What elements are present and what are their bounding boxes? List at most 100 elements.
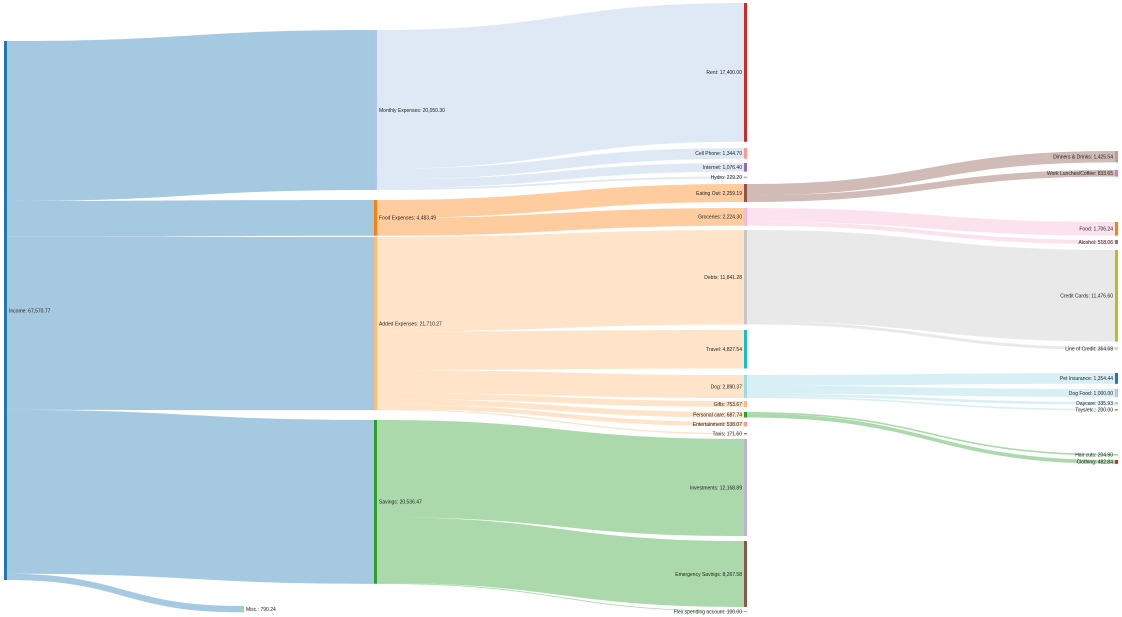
link-dog-to-daycare[interactable] — [747, 393, 1115, 405]
node-label-lunches: Work Lunches/Coffee: 833.65 — [1047, 171, 1113, 177]
node-label-emergency: Emergency Savings: 8,267.58 — [675, 572, 742, 578]
link-debts-to-cc[interactable] — [747, 230, 1115, 342]
node-hydro[interactable] — [744, 176, 747, 179]
link-income-to-added[interactable] — [7, 236, 374, 411]
link-eating-to-dinners[interactable] — [747, 151, 1115, 196]
link-added-to-taxis[interactable] — [377, 408, 744, 435]
node-rent[interactable] — [744, 3, 747, 142]
node-food_exp[interactable] — [374, 200, 377, 236]
node-invest[interactable] — [744, 439, 747, 537]
node-haircuts[interactable] — [1115, 454, 1118, 456]
link-monthly-to-rent[interactable] — [377, 3, 744, 169]
node-label-invest: Investments: 12,168.89 — [690, 485, 742, 491]
node-lunches[interactable] — [1115, 170, 1118, 177]
link-income-to-savings[interactable] — [7, 409, 374, 584]
link-monthly-to-cell[interactable] — [377, 148, 744, 180]
node-entertain[interactable] — [744, 422, 747, 427]
node-loc[interactable] — [1115, 347, 1118, 350]
link-added-to-travel[interactable] — [377, 330, 744, 370]
link-added-to-pcare[interactable] — [377, 399, 744, 418]
node-label-added: Added Expenses: 21,710.27 — [379, 321, 442, 327]
node-label-food: Food: 1,706.24 — [1079, 227, 1113, 233]
node-debts[interactable] — [744, 230, 747, 325]
node-label-pcare: Personal care: 687.74 — [693, 413, 742, 419]
node-label-savings: Savings: 20,536.47 — [379, 500, 422, 506]
link-pcare-to-clothing[interactable] — [747, 413, 1115, 464]
node-savings[interactable] — [374, 420, 377, 584]
link-savings-to-flex[interactable] — [377, 583, 744, 612]
link-monthly-to-internet[interactable] — [377, 163, 744, 189]
node-label-haircuts: Hair cuts: 204.90 — [1075, 453, 1113, 459]
node-label-dogfood: Dog Food: 1,000.00 — [1069, 391, 1113, 397]
node-daycare[interactable] — [1115, 402, 1118, 405]
node-label-internet: Internet: 1,076.40 — [703, 165, 742, 171]
node-label-gifts: Gifts: 753.67 — [714, 402, 743, 408]
node-label-monthly: Monthly Expenses: 20,050.30 — [379, 108, 445, 114]
node-label-taxis: Taxis: 171.60 — [713, 431, 743, 437]
node-label-entertain: Entertainment: 538.07 — [693, 422, 742, 428]
node-dinners[interactable] — [1115, 151, 1118, 163]
links-layer — [7, 3, 1115, 613]
link-added-to-debts[interactable] — [377, 230, 744, 332]
node-groceries[interactable] — [744, 208, 747, 226]
node-monthly[interactable] — [374, 30, 377, 190]
node-label-dog: Dog: 2,890.37 — [711, 384, 743, 390]
link-added-to-dog[interactable] — [377, 369, 744, 399]
link-income-to-food_exp[interactable] — [7, 200, 374, 237]
node-gifts[interactable] — [744, 401, 747, 408]
node-clothing[interactable] — [1115, 460, 1118, 464]
node-toys[interactable] — [1115, 409, 1118, 411]
node-label-debts: Debts: 11,841.28 — [704, 275, 742, 281]
node-emergency[interactable] — [744, 541, 747, 607]
node-label-rent: Rent: 17,400.00 — [706, 70, 742, 76]
node-cell[interactable] — [744, 148, 747, 159]
link-savings-to-invest[interactable] — [377, 420, 744, 537]
node-label-travel: Travel: 4,827.54 — [706, 347, 742, 353]
node-dog[interactable] — [744, 375, 747, 399]
node-petins[interactable] — [1115, 373, 1118, 384]
node-label-toys: Toys/etc.: 200.00 — [1075, 408, 1113, 414]
link-dog-to-toys[interactable] — [747, 396, 1115, 411]
node-label-hydro: Hydro: 229.20 — [711, 175, 743, 181]
link-added-to-entertain[interactable] — [377, 404, 744, 427]
link-savings-to-emergency[interactable] — [377, 517, 744, 607]
node-label-groceries: Groceries: 2,224.30 — [698, 215, 742, 221]
link-income-to-monthly[interactable] — [7, 30, 374, 201]
link-eating-to-lunches[interactable] — [747, 170, 1115, 203]
node-alcohol[interactable] — [1115, 240, 1118, 245]
link-debts-to-loc[interactable] — [747, 321, 1115, 350]
node-travel[interactable] — [744, 330, 747, 369]
node-label-petins: Pet Insurance: 1,354.44 — [1060, 376, 1113, 382]
link-dog-to-petins[interactable] — [747, 373, 1115, 386]
node-label-daycare: Daycare: 335.93 — [1076, 401, 1113, 407]
node-label-cc: Credit Cards: 11,476.60 — [1060, 294, 1113, 300]
link-added-to-gifts[interactable] — [377, 393, 744, 408]
link-pcare-to-haircuts[interactable] — [747, 412, 1115, 456]
link-groceries-to-alcohol[interactable] — [747, 221, 1115, 245]
nodes-layer — [4, 3, 1118, 613]
node-pcare[interactable] — [744, 412, 747, 418]
node-taxis[interactable] — [744, 433, 747, 435]
link-food_exp-to-groceries[interactable] — [377, 208, 744, 236]
node-label-dinners: Dinners & Drinks: 1,425.54 — [1053, 154, 1113, 160]
node-label-clothing: Clothing: 482.84 — [1077, 460, 1114, 466]
node-food[interactable] — [1115, 222, 1118, 236]
node-added[interactable] — [374, 237, 377, 411]
node-dogfood[interactable] — [1115, 389, 1118, 397]
node-flex[interactable] — [744, 611, 747, 612]
node-internet[interactable] — [744, 163, 747, 172]
link-income-to-misc[interactable] — [7, 573, 241, 613]
node-income[interactable] — [4, 41, 7, 580]
node-label-misc: Misc.: 790.24 — [246, 607, 276, 613]
node-label-flex: Flex spending account: 100.00 — [674, 609, 742, 615]
link-groceries-to-food[interactable] — [747, 208, 1115, 236]
node-label-eating: Eating Out: 2,259.19 — [696, 191, 742, 197]
node-cc[interactable] — [1115, 250, 1118, 342]
link-food_exp-to-eating[interactable] — [377, 184, 744, 219]
link-monthly-to-hydro[interactable] — [377, 176, 744, 190]
node-label-alcohol: Alcohol: 518.06 — [1079, 240, 1114, 246]
node-eating[interactable] — [744, 184, 747, 203]
link-dog-to-dogfood[interactable] — [747, 385, 1115, 397]
node-misc[interactable] — [241, 606, 244, 613]
